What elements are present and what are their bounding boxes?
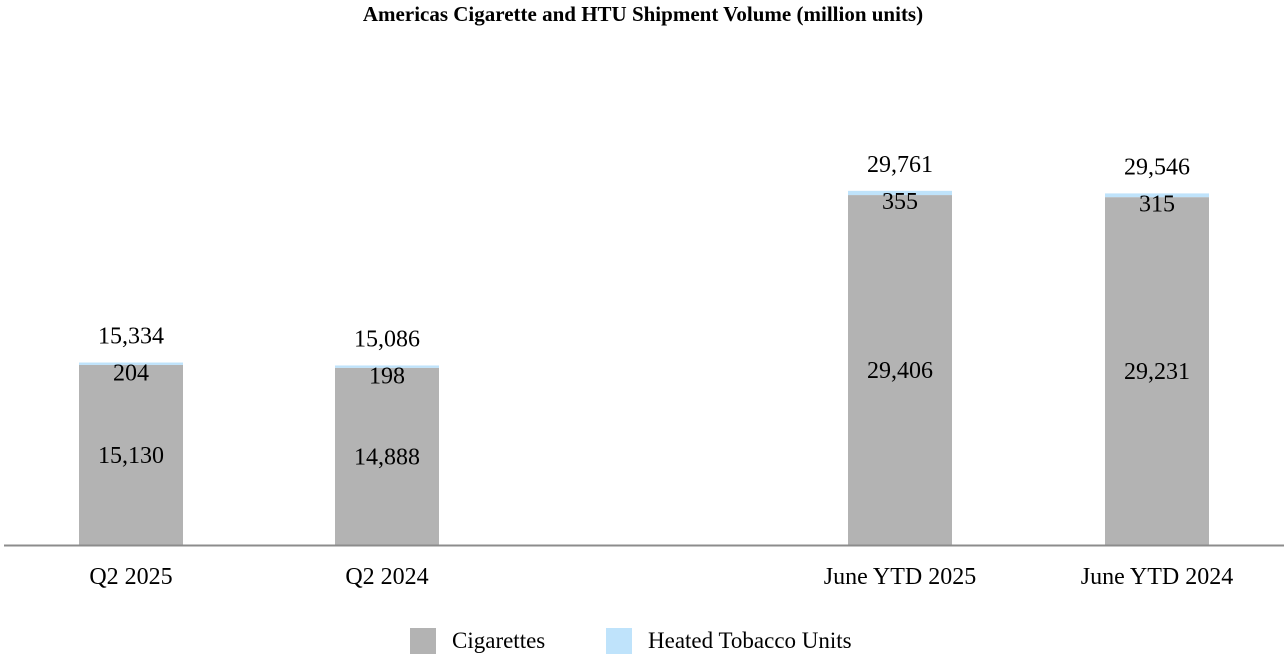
x-tick-label-june-ytd-2024: June YTD 2024 (1081, 564, 1233, 590)
data-label-heated-tobacco-units-q2-2025: 204 (113, 361, 149, 387)
data-label-heated-tobacco-units-june-ytd-2025: 355 (882, 189, 918, 215)
legend-swatch-cigarettes (410, 628, 436, 654)
legend-item-cigarettes: Cigarettes (410, 628, 545, 654)
bar-cigarettes-june-ytd-2024 (1105, 197, 1209, 545)
data-label-heated-tobacco-units-q2-2024: 198 (369, 363, 405, 389)
data-label-cigarettes-q2-2024: 14,888 (354, 444, 420, 470)
legend: Cigarettes Heated Tobacco Units (0, 628, 1286, 660)
x-tick-label-june-ytd-2025: June YTD 2025 (824, 564, 976, 590)
chart-plot: 15,130 204 15,334 Q2 2025 14,888 198 15,086 Q2 … (4, 152, 1284, 590)
data-label-cigarettes-june-ytd-2024: 29,231 (1124, 359, 1190, 385)
x-tick-label-q2-2025: Q2 2025 (89, 564, 172, 590)
data-label-total-q2-2024: 15,086 (354, 326, 420, 352)
data-label-cigarettes-q2-2025: 15,130 (98, 443, 164, 469)
legend-label-heated-tobacco-units: Heated Tobacco Units (648, 628, 852, 653)
data-label-heated-tobacco-units-june-ytd-2024: 315 (1139, 191, 1175, 217)
chart-title: Americas Cigarette and HTU Shipment Volu… (362, 2, 924, 26)
data-label-total-q2-2025: 15,334 (98, 324, 164, 350)
bar-cigarettes-q2-2024 (335, 367, 439, 545)
legend-item-heated-tobacco-units: Heated Tobacco Units (606, 628, 852, 654)
legend-swatch-heated-tobacco-units (606, 628, 632, 654)
bar-heated-tobacco-units-june-ytd-2025 (848, 190, 952, 196)
data-label-cigarettes-june-ytd-2025: 29,406 (867, 358, 933, 384)
legend-label-cigarettes: Cigarettes (452, 628, 546, 653)
data-label-total-june-ytd-2025: 29,761 (867, 152, 933, 178)
bar-heated-tobacco-units-june-ytd-2024 (1105, 193, 1209, 198)
bar-cigarettes-q2-2025 (79, 364, 183, 545)
bar-cigarettes-june-ytd-2025 (848, 195, 952, 545)
bar-heated-tobacco-units-q2-2024 (335, 365, 439, 368)
x-tick-label-q2-2024: Q2 2024 (345, 564, 428, 590)
bar-heated-tobacco-units-q2-2025 (79, 362, 183, 365)
data-label-total-june-ytd-2024: 29,546 (1124, 154, 1190, 180)
